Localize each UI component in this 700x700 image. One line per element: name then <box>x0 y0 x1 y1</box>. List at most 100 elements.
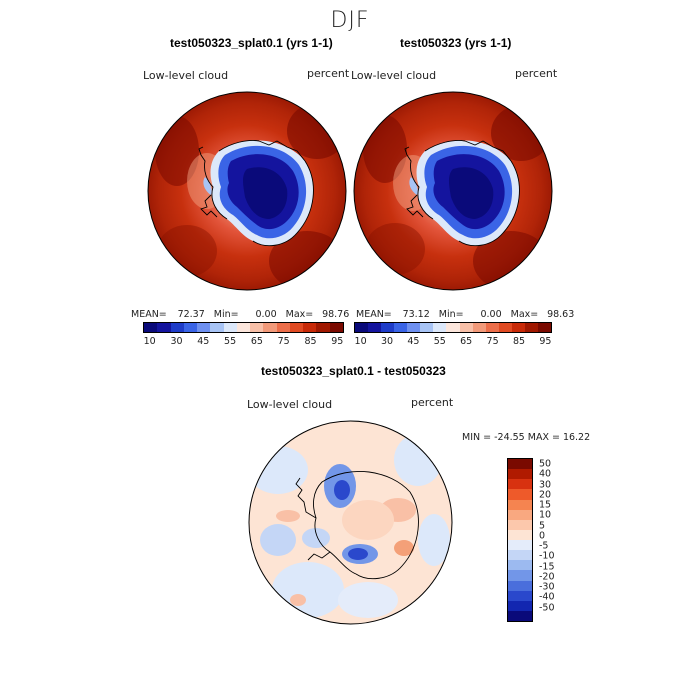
difference-colorbar-ticks: 50 40 30 20 15 10 5 0 -5 -10 -15 -20 -30 -40 -50 <box>539 458 569 622</box>
panel-2-variable-label: Low-level cloud <box>351 69 437 82</box>
difference-colorbar-swatch <box>508 560 532 571</box>
panel-1-variable-label: Low-level cloud <box>143 69 229 82</box>
panel-1-colorbar-tick-label: 75 <box>277 336 290 347</box>
difference-colorbar-tick-label: 20 <box>539 489 552 501</box>
difference-colorbar-swatch <box>508 570 532 581</box>
difference-colorbar-tick-label: 30 <box>539 479 552 491</box>
panel-2-polar-map <box>353 91 553 291</box>
difference-polar-map <box>248 420 453 625</box>
panel-1-colorbar-swatch <box>223 323 237 332</box>
difference-colorbar-tick-label: -15 <box>539 561 555 573</box>
coastline <box>313 471 419 580</box>
panel-1-colorbar-swatch <box>236 323 251 332</box>
difference-colorbar-swatch <box>508 580 532 591</box>
map-boundary <box>353 91 553 291</box>
panel-2-colorbar-swatch <box>446 323 460 332</box>
difference-colorbar-tick-label: -10 <box>539 550 555 562</box>
difference-colorbar-swatch <box>508 459 532 470</box>
panel-2-colorbar-swatch <box>381 323 395 332</box>
panel-2-colorbar-tick-label: 45 <box>407 336 420 347</box>
panel-1-colorbar-swatch <box>250 323 264 332</box>
difference-colorbar-swatch <box>508 509 532 520</box>
panel-2-colorbar-swatch <box>368 323 382 332</box>
difference-colorbar-tick-label: -40 <box>539 591 555 603</box>
difference-colorbar-swatch <box>508 469 532 480</box>
panel-1-units-label: percent <box>307 67 350 80</box>
difference-colorbar-swatch <box>508 550 532 561</box>
difference-colorbar-tick-label: -5 <box>539 540 549 552</box>
panel-1-colorbar-swatch <box>303 323 317 332</box>
panel-1-colorbar-tick-label: 85 <box>304 336 317 347</box>
panel-1-colorbar <box>143 322 344 333</box>
panel-1-colorbar-swatch <box>289 323 304 332</box>
difference-colorbar-tick-label: -30 <box>539 581 555 593</box>
difference-colorbar-swatch <box>508 499 532 510</box>
panel-2-colorbar-swatch <box>355 323 369 332</box>
difference-colorbar <box>507 458 533 622</box>
panel-2-colorbar-swatch <box>420 323 434 332</box>
panel-1-colorbar-swatch <box>210 323 224 332</box>
difference-colorbar-tick-label: -50 <box>539 602 555 614</box>
difference-colorbar-swatch <box>508 610 532 621</box>
panel-1-colorbar-ticks: 10 30 45 55 65 75 85 95 <box>143 336 344 348</box>
difference-colorbar-tick-label: 5 <box>539 520 546 532</box>
difference-units-label: percent <box>411 396 454 409</box>
difference-colorbar-swatch <box>508 489 532 500</box>
panel-1-polar-map <box>147 91 347 291</box>
difference-colorbar-swatch <box>508 540 532 551</box>
coastline <box>404 140 520 247</box>
panel-1-colorbar-tick-label: 55 <box>224 336 237 347</box>
difference-minmax: MIN = -24.55 MAX = 16.22 <box>462 432 591 443</box>
panel-2-colorbar-tick-label: 65 <box>460 336 473 347</box>
panel-1-colorbar-swatch <box>329 323 343 332</box>
panel-1-colorbar-swatch <box>316 323 330 332</box>
panel-1-title: test050323_splat0.1 (yrs 1-1) <box>170 36 333 50</box>
panel-2-colorbar-swatch <box>537 323 551 332</box>
panel-1-colorbar-tick-label: 95 <box>331 336 344 347</box>
difference-colorbar-tick-label: 15 <box>539 499 552 511</box>
difference-colorbar-swatch <box>508 479 532 490</box>
difference-colorbar-tick-label: 40 <box>539 468 552 480</box>
panel-2-colorbar-swatch <box>524 323 538 332</box>
figure-title: DJF <box>330 8 370 33</box>
difference-colorbar-swatch <box>508 529 532 540</box>
panel-2-colorbar-tick-label: 55 <box>433 336 446 347</box>
panel-2-units-label: percent <box>515 67 558 80</box>
difference-colorbar-swatch <box>508 590 532 601</box>
panel-2-colorbar-swatch <box>485 323 499 332</box>
panel-2-colorbar-tick-label: 30 <box>380 336 394 347</box>
panel-1-colorbar-tick-label: 10 <box>143 336 156 347</box>
coastline <box>198 140 314 247</box>
panel-1-colorbar-swatch <box>263 323 277 332</box>
panel-2-stats: MEAN= 73.12 Min= 0.00 Max= 98.63 <box>356 309 575 320</box>
panel-2-colorbar-swatch <box>459 323 473 332</box>
panel-1-colorbar-swatch <box>157 323 171 332</box>
panel-2-colorbar-tick-label: 85 <box>512 336 526 347</box>
difference-variable-label: Low-level cloud <box>247 398 333 411</box>
panel-2-title: test050323 (yrs 1-1) <box>400 36 512 50</box>
map-boundary <box>147 91 347 291</box>
panel-1-stats: MEAN= 72.37 Min= 0.00 Max= 98.76 <box>131 309 350 320</box>
panel-2-colorbar <box>354 322 552 333</box>
panel-1-colorbar-swatch <box>183 323 198 332</box>
panel-2-colorbar-swatch <box>407 323 421 332</box>
panel-1-colorbar-swatch <box>276 323 290 332</box>
panel-1-colorbar-swatch <box>144 323 158 332</box>
panel-1-colorbar-tick-label: 65 <box>250 336 263 347</box>
difference-colorbar-swatch <box>508 519 532 530</box>
panel-1-colorbar-tick-label: 30 <box>170 336 183 347</box>
panel-2-colorbar-tick-label: 75 <box>486 336 499 347</box>
panel-2-colorbar-swatch <box>511 323 525 332</box>
difference-colorbar-tick-label: -20 <box>539 571 555 583</box>
difference-colorbar-tick-label: 50 <box>539 458 552 470</box>
difference-title: test050323_splat0.1 - test050323 <box>261 364 446 378</box>
panel-2-colorbar-tick-label: 95 <box>539 336 552 347</box>
panel-2-colorbar-tick-label: 10 <box>354 336 367 347</box>
panel-1-colorbar-swatch <box>197 323 211 332</box>
panel-1-colorbar-tick-label: 45 <box>197 336 210 347</box>
map-boundary <box>248 420 453 625</box>
difference-colorbar-tick-label: 0 <box>539 530 546 542</box>
difference-colorbar-swatch <box>508 600 532 611</box>
panel-2-colorbar-ticks: 10 30 45 55 65 75 85 95 <box>354 336 552 348</box>
panel-2-colorbar-swatch <box>433 323 447 332</box>
